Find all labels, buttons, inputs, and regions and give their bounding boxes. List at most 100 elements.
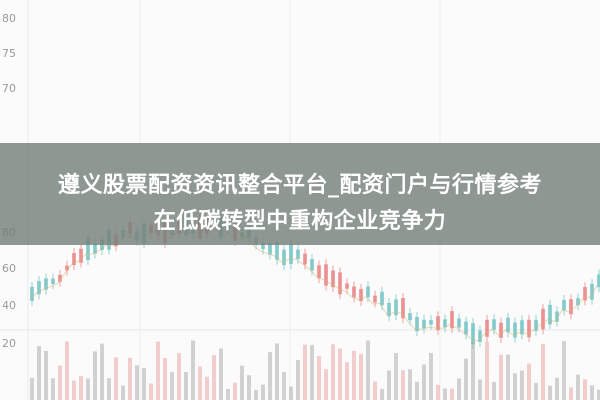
decoration (506, 354, 510, 400)
decoration (485, 341, 489, 400)
decoration (415, 381, 419, 400)
decoration (478, 379, 482, 400)
decoration (422, 364, 426, 400)
decoration (457, 318, 461, 328)
decoration (338, 348, 342, 400)
decoration (205, 376, 209, 400)
decoration (289, 244, 293, 264)
decoration (37, 346, 41, 400)
decoration (79, 375, 83, 400)
decoration (310, 259, 314, 271)
decoration (569, 299, 573, 315)
decoration (450, 311, 454, 329)
decoration (58, 365, 62, 400)
axis-label: 80 (2, 12, 16, 25)
decoration (338, 272, 342, 295)
decoration (296, 359, 300, 400)
decoration (513, 322, 517, 338)
decoration (100, 343, 104, 400)
decoration (387, 303, 391, 317)
decoration (506, 317, 510, 333)
decoration (317, 265, 321, 279)
decoration (443, 319, 447, 328)
decoration (303, 253, 307, 265)
decoration (380, 291, 384, 306)
decoration (366, 286, 370, 298)
decoration (436, 316, 440, 331)
axis-label: 40 (2, 299, 16, 312)
decoration (30, 286, 34, 301)
decoration (156, 341, 160, 400)
decoration (282, 372, 286, 400)
decoration (422, 319, 426, 329)
decoration (464, 321, 468, 335)
decoration (366, 340, 370, 400)
decoration (527, 363, 531, 400)
decoration (471, 323, 475, 345)
decoration (380, 388, 384, 400)
decoration (86, 238, 90, 260)
decoration (317, 356, 321, 400)
decoration (93, 243, 97, 254)
decoration (583, 287, 587, 301)
decoration (394, 299, 398, 316)
decoration (37, 281, 41, 295)
decoration (548, 304, 552, 325)
decoration (107, 378, 111, 400)
decoration (401, 370, 405, 400)
decoration (597, 274, 600, 288)
decoration (429, 320, 433, 325)
decoration (121, 385, 125, 400)
decoration (394, 353, 398, 400)
decoration (513, 373, 517, 400)
decoration (72, 253, 76, 266)
decoration (331, 270, 335, 288)
decoration (597, 389, 600, 400)
decoration (548, 385, 552, 400)
decoration (261, 384, 265, 400)
decoration (492, 382, 496, 400)
title-line: 在低碳转型中重构企业竞争力 (153, 209, 447, 234)
decoration (296, 249, 300, 260)
axis-label: 70 (2, 82, 16, 95)
decoration (485, 319, 489, 337)
decoration (163, 357, 167, 400)
decoration (534, 382, 538, 400)
decoration (408, 313, 412, 321)
decoration (268, 352, 272, 400)
decoration (471, 342, 475, 400)
decoration (191, 340, 195, 400)
decoration (30, 377, 34, 400)
decoration (527, 319, 531, 338)
decoration (310, 345, 314, 400)
decoration (408, 369, 412, 400)
decoration (541, 308, 545, 330)
decoration (345, 283, 349, 289)
decoration (562, 341, 566, 400)
decoration (520, 320, 524, 335)
decoration (261, 243, 265, 250)
decoration (373, 381, 377, 400)
decoration (492, 319, 496, 330)
decoration (436, 384, 440, 400)
decoration (359, 289, 363, 302)
decoration (58, 274, 62, 282)
decoration (499, 322, 503, 338)
decoration (226, 388, 230, 400)
decoration (233, 382, 237, 400)
decoration (345, 362, 349, 400)
decoration (352, 350, 356, 400)
decoration (86, 378, 90, 400)
decorative-candles (29, 209, 600, 400)
decoration (254, 389, 258, 400)
decoration (429, 352, 433, 400)
axis-label: 75 (2, 47, 16, 60)
decoration (576, 298, 580, 306)
decoration (128, 357, 132, 400)
decoration (499, 354, 503, 400)
title-banner: 遵义股票配资资讯整合平台_配资门户与行情参考 在低碳转型中重构企业竞争力 (0, 143, 600, 245)
decoration (324, 369, 328, 400)
axis-label: 60 (2, 262, 16, 275)
